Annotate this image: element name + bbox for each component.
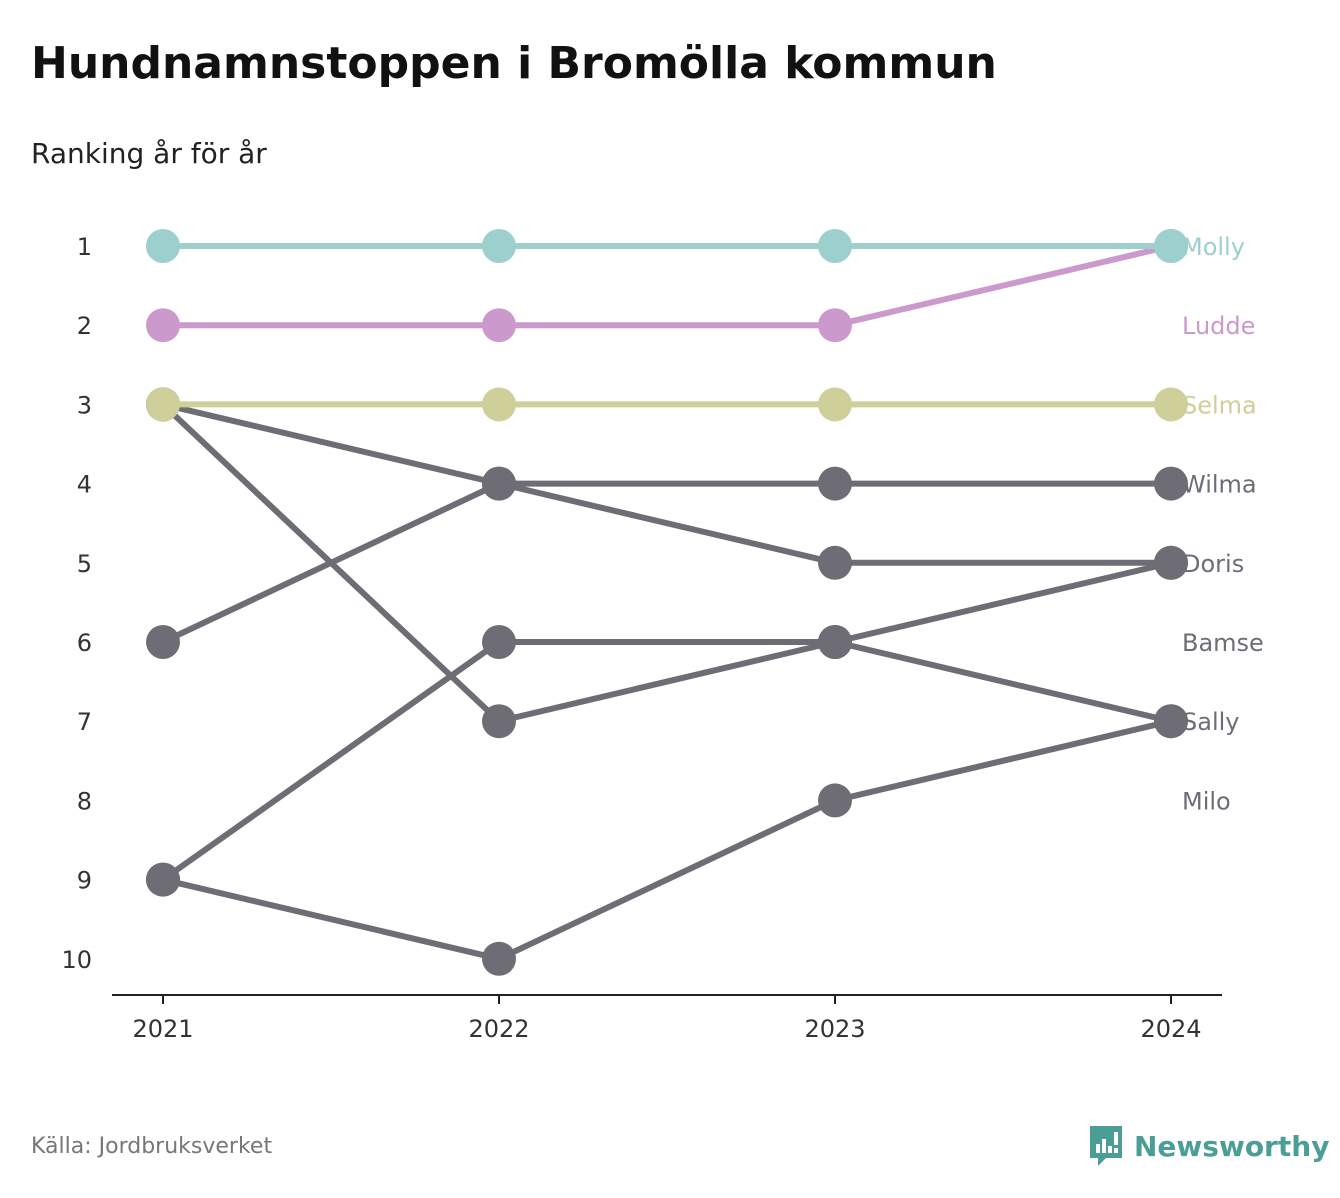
x-tick-label: 2022 xyxy=(468,1015,529,1043)
series-line xyxy=(160,718,1174,962)
y-tick-label: 1 xyxy=(77,233,92,261)
y-tick-label: 9 xyxy=(77,867,92,895)
y-tick-label: 8 xyxy=(77,787,92,815)
y-tick-label: 6 xyxy=(77,629,92,657)
series-line xyxy=(160,401,1174,725)
y-tick-label: 10 xyxy=(61,946,92,974)
data-point xyxy=(1154,466,1188,501)
data-point xyxy=(818,387,852,422)
data-point xyxy=(482,229,516,263)
data-point xyxy=(146,625,180,659)
data-point xyxy=(818,229,852,263)
brand-logo: Newsworthy xyxy=(1088,1124,1329,1168)
y-tick-label: 5 xyxy=(77,550,92,578)
series-bamse xyxy=(146,625,1188,897)
series-line xyxy=(160,639,1174,883)
y-tick-label: 7 xyxy=(77,708,92,736)
data-point xyxy=(1154,387,1188,422)
data-point xyxy=(146,387,180,422)
y-tick-label: 3 xyxy=(77,391,92,419)
data-point xyxy=(482,387,516,422)
data-point xyxy=(1154,704,1188,739)
data-point xyxy=(146,229,180,263)
end-label: Sally xyxy=(1182,708,1239,736)
series-line xyxy=(160,401,1174,566)
chart-title: Hundnamnstoppen i Bromölla kommun xyxy=(31,38,997,89)
end-label: Milo xyxy=(1182,787,1231,815)
data-point xyxy=(1154,229,1188,263)
y-tick-label: 4 xyxy=(77,471,92,499)
data-point xyxy=(482,704,516,739)
data-point xyxy=(482,466,516,501)
x-tick-label: 2024 xyxy=(1140,1015,1201,1043)
data-point xyxy=(818,545,852,580)
newsworthy-logo-icon xyxy=(1090,1126,1122,1166)
data-point xyxy=(818,783,852,818)
data-point xyxy=(482,941,516,976)
data-point xyxy=(1154,545,1188,580)
end-label: Doris xyxy=(1182,550,1244,578)
end-label: Ludde xyxy=(1182,312,1255,340)
end-label: Molly xyxy=(1182,233,1245,261)
data-point xyxy=(818,466,852,501)
data-point xyxy=(146,862,180,897)
series-milo xyxy=(146,704,1188,976)
chart-subtitle: Ranking år för år xyxy=(31,137,267,170)
x-tick-label: 2021 xyxy=(132,1015,193,1043)
end-label: Selma xyxy=(1182,391,1257,419)
brand-name: Newsworthy xyxy=(1134,1129,1330,1163)
series-selma xyxy=(146,387,1188,422)
data-point xyxy=(146,308,180,343)
series-molly xyxy=(146,229,1188,263)
data-point xyxy=(482,308,516,343)
end-label: Bamse xyxy=(1182,629,1264,657)
data-point xyxy=(818,625,852,659)
series-line xyxy=(160,243,1174,329)
source-note: Källa: Jordbruksverket xyxy=(31,1134,273,1159)
data-point xyxy=(818,308,852,343)
data-point xyxy=(482,625,516,659)
end-label: Wilma xyxy=(1182,471,1257,499)
x-tick-label: 2023 xyxy=(804,1015,865,1043)
y-tick-label: 2 xyxy=(77,312,92,340)
